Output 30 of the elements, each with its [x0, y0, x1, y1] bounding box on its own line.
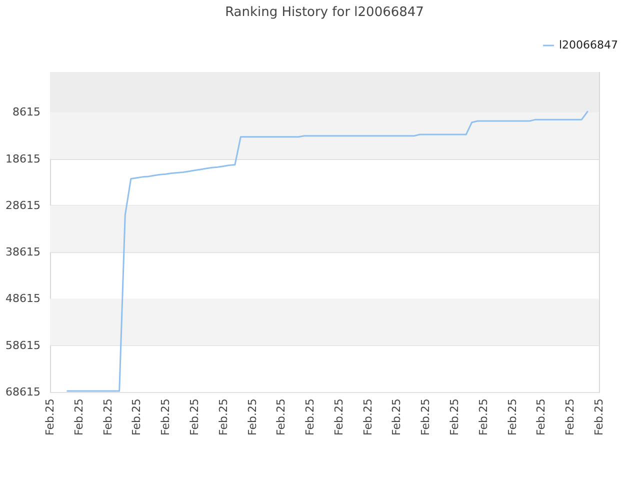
x-tick-label: Feb.25	[274, 398, 288, 436]
x-tick-label: Feb.25	[506, 398, 519, 436]
y-tick-label: 8615	[12, 106, 40, 119]
x-tick-label: Feb.25	[419, 398, 432, 436]
chart-title: Ranking History for l20066847	[225, 5, 424, 20]
x-tick-label: Feb.25	[72, 398, 86, 436]
x-tick-label: Feb.25	[44, 398, 56, 436]
x-tick-label: Feb.25	[246, 398, 259, 436]
legend-label: l20066847	[559, 38, 618, 52]
x-tick-label: Feb.25	[390, 398, 404, 436]
y-tick-label: 48615	[6, 292, 40, 306]
y-tick-label: 18615	[6, 152, 40, 166]
x-tick-label: Feb.25	[130, 398, 144, 436]
y-tick-label: 68615	[6, 386, 40, 398]
x-tick-label: Feb.25	[476, 398, 490, 436]
x-tick-label: Feb.25	[534, 398, 548, 436]
line-series	[66, 110, 588, 392]
x-tick-label: Feb.25	[101, 398, 114, 436]
x-tick-label: Feb.25	[216, 398, 230, 436]
x-tick-label: Feb.25	[188, 398, 201, 436]
x-tick-label: Feb.25	[332, 398, 346, 436]
y-tick-label: 38615	[6, 246, 40, 259]
x-tick-label: Feb.25	[448, 398, 462, 436]
x-tick-label: Feb.25	[564, 398, 577, 436]
y-tick-label: 28615	[6, 198, 40, 212]
x-tick-label: Feb.25	[159, 398, 172, 436]
y-tick-label: 58615	[6, 338, 40, 352]
x-tick-label: Feb.25	[304, 398, 317, 436]
x-tick-label: Feb.25	[592, 398, 606, 436]
x-tick-label: Feb.25	[361, 398, 374, 436]
